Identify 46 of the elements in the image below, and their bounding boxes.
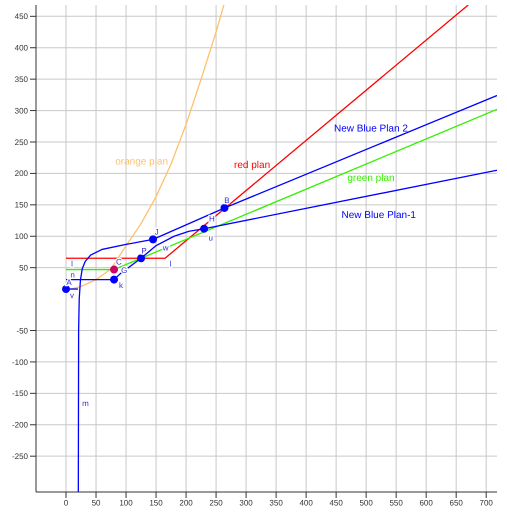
series-label: New Blue Plan 2 (334, 123, 408, 134)
y-tick-label: 300 (14, 106, 29, 116)
x-tick-label: 700 (480, 498, 494, 508)
series-label: red plan (234, 160, 270, 171)
annotation: n (70, 270, 75, 280)
annotation: C (116, 258, 122, 267)
annotation: B (224, 196, 230, 206)
x-tick-label: 250 (209, 498, 224, 508)
y-tick-label: 150 (14, 200, 29, 210)
x-tick-label: 150 (149, 498, 164, 508)
annotation: k (119, 281, 124, 290)
y-tick-label: 250 (14, 138, 29, 147)
annotation: l (71, 259, 74, 268)
x-tick-label: 300 (239, 498, 254, 508)
annotation: A (66, 278, 72, 287)
annotation: u (208, 234, 213, 243)
y-tick-label: -250 (12, 452, 29, 462)
y-tick-label: -150 (12, 389, 29, 398)
series-label: orange plan (115, 156, 168, 168)
x-tick-label: 550 (389, 498, 404, 508)
y-tick-label: 200 (14, 169, 29, 178)
y-tick-label: 50 (19, 264, 29, 273)
x-tick-label: 200 (179, 498, 194, 508)
y-tick-label: 100 (14, 232, 29, 242)
x-tick-label: 350 (269, 498, 284, 508)
series-label: New Blue Plan-1 (342, 210, 416, 222)
x-tick-label: 650 (450, 498, 464, 508)
y-tick-label: -100 (12, 358, 29, 367)
x-tick-label: 600 (419, 498, 434, 508)
y-tick-label: 350 (14, 74, 29, 84)
x-tick-label: 400 (299, 498, 314, 508)
annotation: J (154, 228, 159, 237)
annotation: P (141, 246, 147, 256)
x-tick-label: 450 (329, 498, 344, 508)
annotation: m (82, 399, 90, 408)
annotation: v (70, 291, 74, 300)
x-tick-label: 500 (359, 498, 374, 508)
y-tick-label: 400 (14, 44, 29, 53)
y-tick-label: 450 (14, 12, 29, 22)
y-tick-label: -200 (12, 420, 29, 430)
x-tick-label: 50 (92, 498, 102, 508)
annotation: l (170, 259, 172, 268)
series-label: green plan (347, 173, 395, 184)
y-tick-label: -50 (16, 326, 29, 336)
x-tick-label: 0 (64, 498, 69, 508)
x-tick-label: 100 (119, 498, 134, 508)
